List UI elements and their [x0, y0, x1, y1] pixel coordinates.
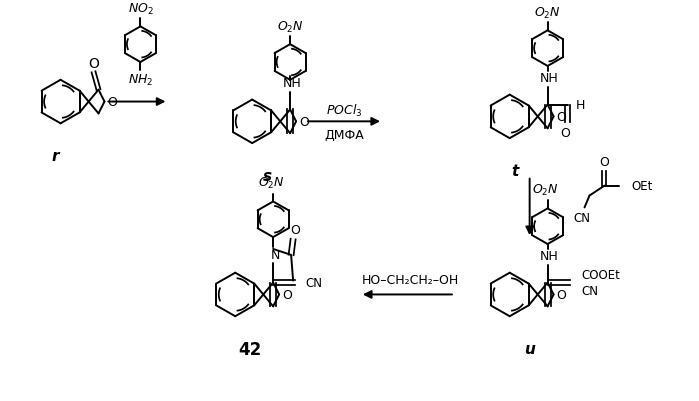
Text: CN: CN	[573, 211, 590, 224]
Text: 42: 42	[238, 340, 262, 358]
Text: O: O	[299, 115, 309, 128]
Text: NH: NH	[540, 72, 559, 85]
Text: $NO_2$: $NO_2$	[127, 2, 153, 17]
Text: t: t	[511, 164, 518, 179]
Text: NH: NH	[282, 77, 301, 90]
Text: CN: CN	[305, 276, 322, 290]
Text: $O_2N$: $O_2N$	[532, 182, 559, 198]
Text: O: O	[556, 288, 566, 301]
Text: $O_2N$: $O_2N$	[534, 6, 561, 21]
Text: $POCl_3$: $POCl_3$	[326, 102, 362, 118]
Text: s: s	[263, 169, 272, 184]
Text: OEt: OEt	[631, 180, 653, 192]
Text: $O_2N$: $O_2N$	[258, 176, 284, 191]
Text: $NH_2$: $NH_2$	[128, 73, 153, 88]
Text: ДМФА: ДМФА	[324, 128, 364, 141]
Text: HO–CH₂CH₂–OH: HO–CH₂CH₂–OH	[361, 273, 459, 286]
Text: NH: NH	[540, 250, 559, 263]
Text: $O_2N$: $O_2N$	[277, 20, 303, 35]
Text: O: O	[88, 57, 99, 71]
Text: CN: CN	[582, 284, 598, 297]
Text: N: N	[271, 249, 280, 262]
Text: r: r	[52, 149, 59, 164]
Text: O: O	[556, 111, 566, 124]
Text: O: O	[600, 156, 610, 169]
Text: u: u	[524, 342, 535, 356]
Text: O: O	[282, 288, 292, 301]
Text: COOEt: COOEt	[582, 269, 621, 282]
Text: H: H	[575, 99, 585, 112]
Text: O: O	[290, 223, 300, 236]
Text: O: O	[108, 96, 117, 109]
Text: O: O	[561, 126, 570, 140]
